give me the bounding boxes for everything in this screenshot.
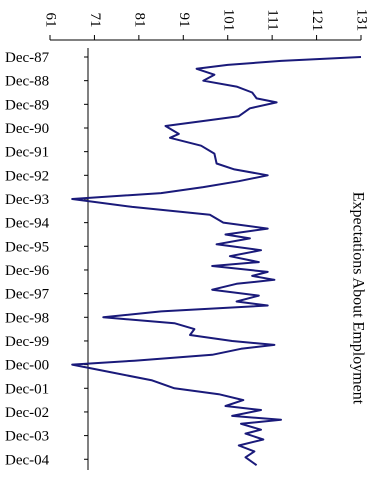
value-tick-label: 81 <box>131 13 147 28</box>
date-tick-label: Dec-96 <box>5 263 50 279</box>
date-tick-label: Dec-02 <box>5 405 49 421</box>
value-tick-label: 71 <box>87 13 103 28</box>
date-tick-label: Dec-92 <box>5 168 49 184</box>
date-tick-label: Dec-00 <box>5 358 49 374</box>
value-tick-label: 121 <box>309 9 325 32</box>
date-tick-label: Dec-04 <box>5 452 50 468</box>
date-tick-label: Dec-97 <box>5 287 50 303</box>
date-tick-label: Dec-95 <box>5 239 49 255</box>
date-tick-label: Dec-90 <box>5 121 49 137</box>
date-tick-label: Dec-01 <box>5 381 49 397</box>
date-axis: Dec-87 Dec-88 Dec-89 Dec-90 Dec-91 Dec-92 Dec-… <box>5 48 89 470</box>
date-tick-label: Dec-89 <box>5 97 49 113</box>
value-tick-label: 101 <box>220 9 236 32</box>
value-axis: 61 71 81 91 101 111 121 131 <box>43 9 370 41</box>
value-tick-label: 131 <box>354 9 370 32</box>
value-tick-label: 111 <box>265 9 281 30</box>
date-tick-label: Dec-03 <box>5 429 49 445</box>
date-tick-label: Dec-87 <box>5 50 50 66</box>
date-tick-label: Dec-94 <box>5 216 50 232</box>
value-tick-label: 91 <box>176 13 192 28</box>
date-tick-label: Dec-93 <box>5 192 49 208</box>
chart-title: Expectations About Employment <box>349 192 366 405</box>
date-tick-label: Dec-91 <box>5 145 49 161</box>
series-line-0 <box>71 56 362 467</box>
value-tick-label: 61 <box>43 13 59 28</box>
date-tick-label: Dec-98 <box>5 310 49 326</box>
date-tick-label: Dec-88 <box>5 74 49 90</box>
series-layer <box>71 56 362 467</box>
date-tick-label: Dec-99 <box>5 334 49 350</box>
